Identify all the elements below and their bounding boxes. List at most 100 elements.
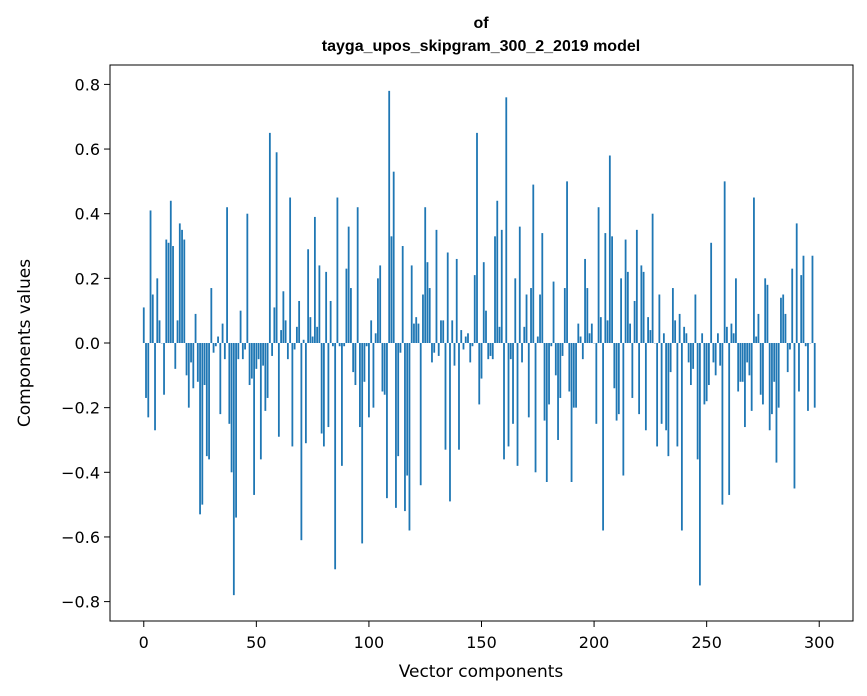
y-tick-label-7: 0.6 bbox=[75, 140, 100, 159]
bar-194 bbox=[579, 336, 582, 343]
bar-122 bbox=[417, 323, 420, 343]
bar-12 bbox=[169, 200, 172, 343]
bar-190 bbox=[570, 343, 573, 482]
bar-224 bbox=[647, 317, 650, 343]
bar-34 bbox=[219, 343, 222, 415]
bar-129 bbox=[433, 343, 436, 353]
bar-11 bbox=[167, 242, 170, 343]
bar-33 bbox=[217, 336, 219, 343]
bar-18 bbox=[183, 239, 186, 343]
bar-5 bbox=[154, 343, 156, 431]
bar-48 bbox=[250, 343, 253, 379]
bar-283 bbox=[780, 297, 782, 343]
bar-44 bbox=[241, 343, 244, 360]
bar-120 bbox=[413, 323, 415, 343]
bar-64 bbox=[286, 343, 289, 360]
bar-221 bbox=[640, 265, 643, 343]
bar-141 bbox=[460, 330, 463, 343]
bar-63 bbox=[284, 320, 287, 343]
bar-27 bbox=[203, 343, 206, 386]
bar-143 bbox=[464, 336, 467, 343]
bar-114 bbox=[399, 343, 402, 353]
bar-148 bbox=[476, 132, 478, 343]
bar-100 bbox=[368, 343, 370, 418]
bar-276 bbox=[764, 278, 767, 343]
bar-170 bbox=[525, 294, 528, 343]
bar-160 bbox=[503, 343, 505, 460]
bar-90 bbox=[345, 268, 348, 343]
bar-58 bbox=[273, 307, 276, 343]
bar-46 bbox=[246, 213, 249, 343]
bar-89 bbox=[343, 343, 346, 347]
bar-101 bbox=[370, 320, 373, 343]
bar-178 bbox=[543, 343, 546, 421]
bar-59 bbox=[275, 152, 278, 343]
bar-281 bbox=[775, 343, 778, 463]
bar-21 bbox=[190, 343, 192, 363]
bar-94 bbox=[354, 343, 357, 386]
x-tick-label-300: 300 bbox=[804, 633, 835, 652]
bar-91 bbox=[347, 226, 350, 343]
bar-42 bbox=[237, 343, 240, 360]
bar-245 bbox=[694, 294, 697, 343]
bar-175 bbox=[536, 336, 539, 343]
bar-217 bbox=[631, 343, 634, 398]
bar-152 bbox=[485, 310, 487, 343]
bar-197 bbox=[586, 288, 589, 343]
bar-53 bbox=[262, 343, 264, 366]
bar-35 bbox=[221, 323, 224, 343]
bar-242 bbox=[687, 343, 690, 363]
bar-182 bbox=[552, 281, 555, 343]
bar-174 bbox=[534, 343, 537, 473]
bar-92 bbox=[350, 288, 352, 343]
bar-137 bbox=[451, 320, 454, 343]
bar-247 bbox=[699, 343, 701, 586]
bar-16 bbox=[178, 223, 181, 343]
bar-189 bbox=[568, 343, 571, 392]
bar-159 bbox=[500, 229, 503, 343]
bar-103 bbox=[374, 333, 377, 343]
bar-295 bbox=[807, 343, 809, 411]
bar-56 bbox=[268, 132, 271, 343]
bar-273 bbox=[757, 313, 760, 343]
bar-163 bbox=[509, 343, 512, 360]
bar-250 bbox=[705, 343, 708, 402]
bar-24 bbox=[196, 343, 199, 382]
bar-145 bbox=[469, 343, 472, 363]
bar-9 bbox=[163, 343, 165, 395]
bar-107 bbox=[383, 343, 386, 395]
bar-233 bbox=[667, 343, 670, 457]
bar-198 bbox=[588, 333, 591, 343]
bar-171 bbox=[527, 343, 530, 418]
bar-278 bbox=[768, 343, 771, 431]
bar-202 bbox=[597, 207, 600, 343]
bar-19 bbox=[185, 343, 188, 376]
bar-126 bbox=[426, 262, 429, 343]
bar-238 bbox=[678, 313, 681, 343]
bar-196 bbox=[584, 258, 586, 343]
bar-272 bbox=[755, 336, 758, 343]
bar-112 bbox=[395, 343, 397, 508]
x-tick-label-0: 0 bbox=[139, 633, 149, 652]
bar-280 bbox=[773, 343, 776, 382]
bar-297 bbox=[811, 255, 814, 343]
bar-232 bbox=[665, 343, 668, 431]
bar-0 bbox=[142, 307, 145, 343]
bar-93 bbox=[352, 343, 355, 373]
bar-118 bbox=[408, 343, 411, 531]
bar-26 bbox=[201, 343, 204, 505]
bar-241 bbox=[685, 333, 688, 343]
bar-54 bbox=[264, 343, 267, 411]
bar-172 bbox=[530, 288, 532, 343]
bar-147 bbox=[473, 275, 476, 343]
bar-82 bbox=[327, 343, 330, 428]
bar-201 bbox=[595, 343, 598, 424]
bar-239 bbox=[680, 343, 683, 531]
bar-62 bbox=[282, 291, 285, 343]
bar-226 bbox=[651, 213, 654, 343]
bar-134 bbox=[444, 343, 447, 450]
bar-173 bbox=[532, 184, 535, 343]
bar-116 bbox=[404, 343, 406, 512]
bar-4 bbox=[151, 294, 154, 343]
